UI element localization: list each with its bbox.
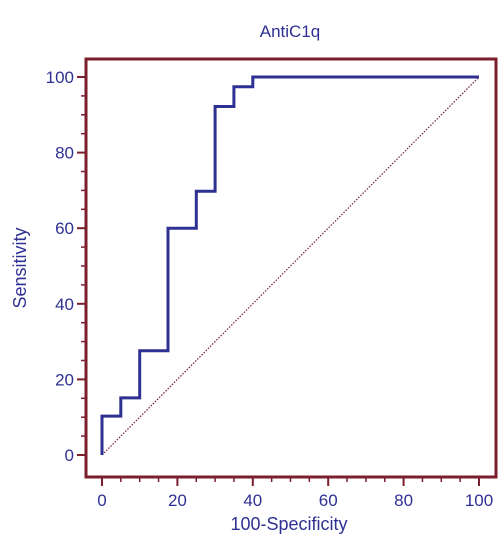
chart-title: AntiC1q xyxy=(260,22,320,41)
x-tick-label: 0 xyxy=(97,491,106,510)
y-tick-label: 80 xyxy=(55,144,74,163)
y-tick-label: 100 xyxy=(46,68,74,87)
y-axis-label: Sensitivity xyxy=(10,227,30,308)
roc-step-curve xyxy=(100,75,479,455)
x-axis-label: 100-Specificity xyxy=(230,514,347,534)
tick-labels: 0 20 40 60 80 100 0 20 40 60 80 100 xyxy=(46,68,494,510)
y-tick-label: 60 xyxy=(55,219,74,238)
x-tick-label: 100 xyxy=(465,491,493,510)
y-tick-label: 20 xyxy=(55,370,74,389)
x-tick-label: 20 xyxy=(168,491,187,510)
diagonal-reference-line xyxy=(101,76,480,456)
axis-ticks xyxy=(77,76,480,486)
y-tick-label: 0 xyxy=(65,446,74,465)
y-tick-label: 40 xyxy=(55,295,74,314)
reference-line-layer xyxy=(101,76,480,456)
roc-curve-layer xyxy=(100,75,479,455)
x-tick-label: 60 xyxy=(319,491,338,510)
plot-frame xyxy=(84,57,498,479)
x-tick-label: 40 xyxy=(243,491,262,510)
x-tick-label: 80 xyxy=(394,491,413,510)
